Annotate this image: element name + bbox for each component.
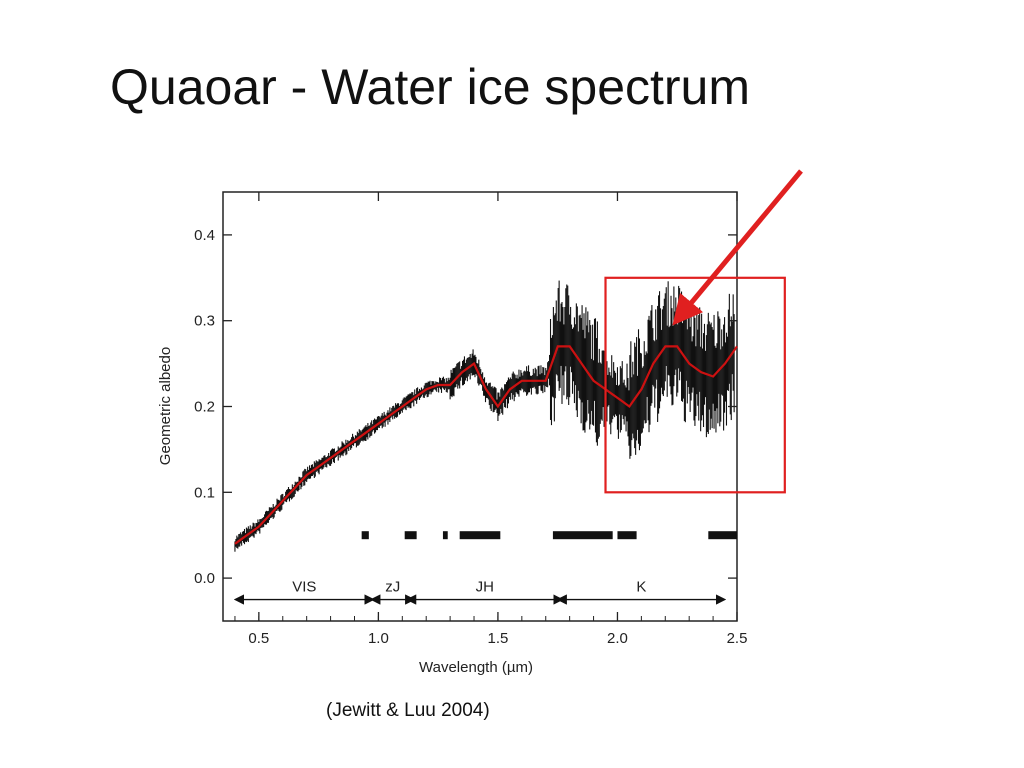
- y-tick-label: 0.3: [194, 313, 215, 330]
- telluric-gap-marker: [708, 531, 737, 540]
- data-error-bars: [234, 280, 735, 552]
- citation: (Jewitt & Luu 2004): [326, 700, 490, 721]
- band-label: K: [636, 579, 646, 596]
- y-tick-label: 0.0: [194, 570, 215, 587]
- x-tick-label: 1.5: [488, 630, 509, 647]
- y-axis-label: Geometric albedo: [157, 347, 174, 465]
- y-tick-label: 0.2: [194, 399, 215, 416]
- highlight-box: [604, 276, 786, 494]
- telluric-gaps: [361, 531, 737, 540]
- telluric-gap-marker: [442, 531, 448, 540]
- axes: 0.5 1.0 1.5 2.0 2.5 0.0 0.1 0.2 0.3 0.4: [194, 192, 747, 647]
- wavelength-bands: VIS zJ JH K: [233, 579, 727, 605]
- annotation-arrow: [672, 169, 803, 326]
- x-tick-label: 1.0: [368, 630, 389, 647]
- annotation-overlay: [604, 169, 803, 494]
- band-label: JH: [476, 579, 494, 596]
- telluric-gap-marker: [617, 531, 637, 540]
- smoothed-albedo-line: [234, 345, 738, 545]
- telluric-gap-marker: [459, 531, 501, 540]
- x-axis-label: Wavelength (µm): [419, 659, 533, 676]
- telluric-gap-marker: [361, 531, 369, 540]
- y-tick-label: 0.4: [194, 227, 215, 244]
- telluric-gap-marker: [552, 531, 613, 540]
- x-tick-label: 2.5: [727, 630, 748, 647]
- band-label: zJ: [385, 579, 400, 596]
- x-tick-label: 0.5: [248, 630, 269, 647]
- band-label: VIS: [292, 579, 316, 596]
- series-layer: [234, 345, 738, 545]
- x-tick-label: 2.0: [607, 630, 628, 647]
- slide-title: Quaoar - Water ice spectrum: [110, 59, 751, 115]
- y-tick-label: 0.1: [194, 484, 215, 501]
- telluric-gap-marker: [404, 531, 417, 540]
